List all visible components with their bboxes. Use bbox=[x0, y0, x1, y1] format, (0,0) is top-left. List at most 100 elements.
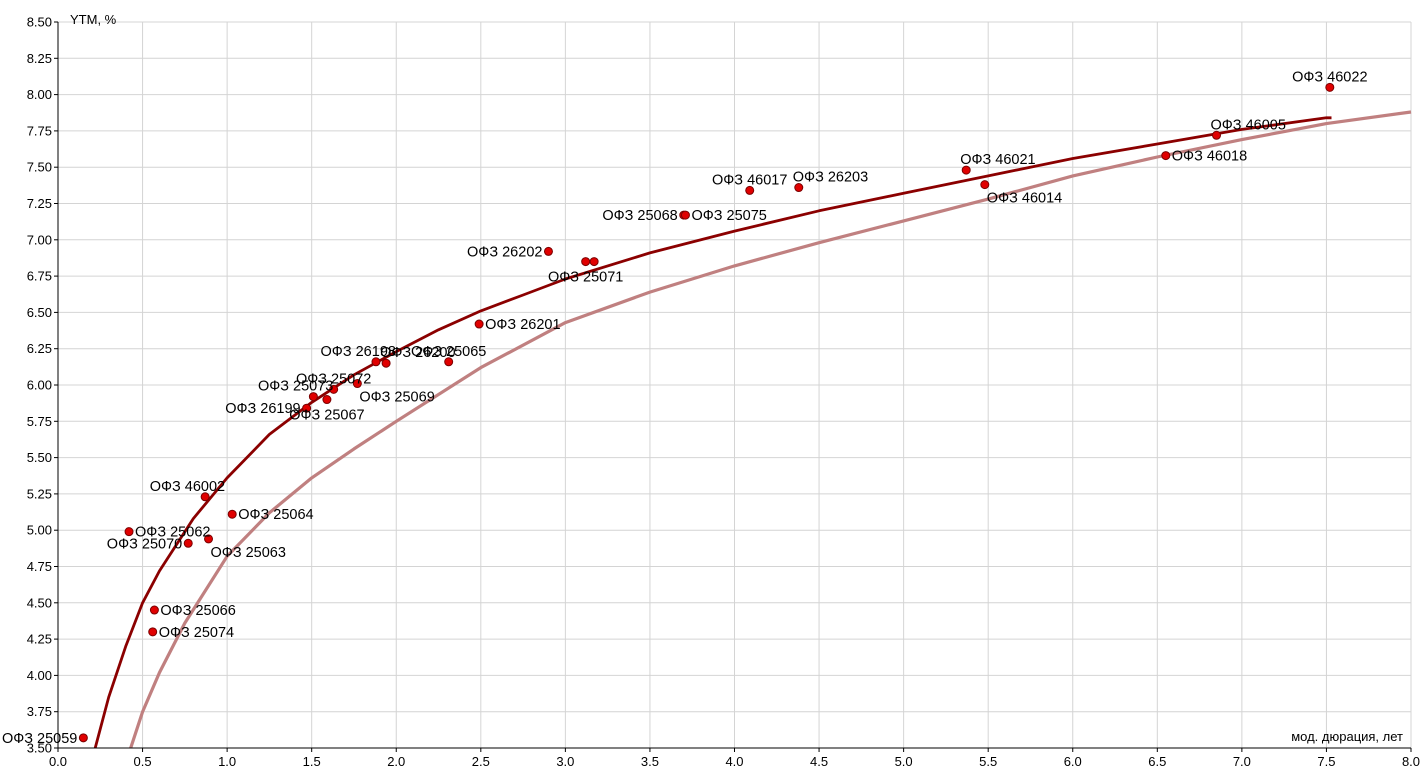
y-tick-label: 4.50 bbox=[27, 595, 52, 610]
x-tick-label: 2.5 bbox=[472, 754, 490, 769]
bond-label: ОФЗ 25064 bbox=[238, 507, 313, 523]
y-tick-label: 4.00 bbox=[27, 668, 52, 683]
x-tick-label: 5.5 bbox=[979, 754, 997, 769]
x-tick-label: 3.5 bbox=[641, 754, 659, 769]
axes: 0.0 0.5 1.0 1.5 2.0 2.5 3.0 3.5 4.0 4.5 5.0 5.5 6.0 6… bbox=[27, 15, 1420, 770]
bond-point bbox=[329, 384, 339, 394]
x-tick-label: 4.0 bbox=[725, 754, 743, 769]
y-tick-label: 5.75 bbox=[27, 414, 52, 429]
bond-point bbox=[589, 257, 599, 267]
y-tick-label: 6.75 bbox=[27, 269, 52, 284]
bond-point bbox=[308, 392, 318, 402]
bond-label: ОФЗ 46014 bbox=[987, 191, 1062, 207]
x-tick-label: 7.0 bbox=[1233, 754, 1251, 769]
bond-label: ОФЗ 46002 bbox=[150, 479, 225, 495]
y-tick-label: 7.50 bbox=[27, 160, 52, 175]
bond-point bbox=[322, 395, 332, 405]
y-tick-label: 7.00 bbox=[27, 232, 52, 247]
bond-label: ОФЗ 25069 bbox=[359, 390, 434, 406]
bond-label: ОФЗ 25059 bbox=[2, 731, 77, 747]
y-tick-label: 5.25 bbox=[27, 486, 52, 501]
bond-point bbox=[680, 210, 690, 220]
bond-point bbox=[961, 165, 971, 175]
y-axis-title: YTM, % bbox=[70, 12, 117, 27]
bond-point bbox=[148, 627, 158, 637]
bond-label: ОФЗ 25070 bbox=[107, 536, 182, 552]
y-tick-label: 7.75 bbox=[27, 123, 52, 138]
x-tick-label: 1.0 bbox=[218, 754, 236, 769]
y-tick-label: 8.25 bbox=[27, 51, 52, 66]
bond-point bbox=[1325, 82, 1335, 92]
x-tick-label: 2.0 bbox=[387, 754, 405, 769]
previous-yield-curve bbox=[129, 110, 1412, 749]
bond-point bbox=[1212, 130, 1222, 140]
bond-point bbox=[149, 605, 159, 615]
bond-label: ОФЗ 26202 bbox=[467, 244, 542, 260]
bond-label: ОФЗ 46017 bbox=[712, 172, 787, 188]
yield-curves bbox=[93, 110, 1412, 749]
y-tick-label: 5.00 bbox=[27, 523, 52, 538]
bond-point bbox=[381, 358, 391, 368]
bond-label: ОФЗ 46022 bbox=[1292, 69, 1367, 85]
y-tick-label: 4.25 bbox=[27, 632, 52, 647]
y-tick-label: 5.50 bbox=[27, 450, 52, 465]
current-yield-curve bbox=[93, 116, 1332, 749]
x-tick-label: 4.5 bbox=[810, 754, 828, 769]
bond-point bbox=[794, 183, 804, 193]
bond-label: ОФЗ 46018 bbox=[1172, 149, 1247, 165]
bond-point bbox=[980, 180, 990, 190]
bond-point bbox=[204, 534, 214, 544]
bond-point bbox=[581, 257, 591, 267]
bond-point bbox=[371, 357, 381, 367]
bond-point bbox=[78, 733, 88, 743]
x-tick-label: 0.0 bbox=[49, 754, 67, 769]
y-tick-label: 8.50 bbox=[27, 15, 52, 30]
bond-label: ОФЗ 25066 bbox=[160, 603, 235, 619]
bond-point bbox=[444, 357, 454, 367]
bond-label: ОФЗ 25073 bbox=[258, 379, 333, 395]
bond-label: ОФЗ 26200 bbox=[380, 345, 455, 361]
bond-label: ОФЗ 25067 bbox=[289, 408, 364, 424]
x-tick-label: 3.0 bbox=[556, 754, 574, 769]
bond-label: ОФЗ 25063 bbox=[211, 545, 286, 561]
x-tick-label: 8.0 bbox=[1402, 754, 1420, 769]
y-tick-label: 6.25 bbox=[27, 341, 52, 356]
y-tick-label: 6.00 bbox=[27, 378, 52, 393]
bond-point bbox=[474, 319, 484, 329]
y-tick-label: 3.50 bbox=[27, 741, 52, 756]
x-tick-label: 7.5 bbox=[1317, 754, 1335, 769]
bond-point bbox=[745, 185, 755, 195]
bond-point bbox=[352, 379, 362, 389]
bond-label: ОФЗ 46005 bbox=[1211, 117, 1286, 133]
y-tick-label: 3.75 bbox=[27, 704, 52, 719]
x-tick-label: 1.5 bbox=[303, 754, 321, 769]
bond-point bbox=[1161, 151, 1171, 161]
bond-label: ОФЗ 25071 bbox=[548, 270, 623, 286]
x-tick-label: 0.5 bbox=[134, 754, 152, 769]
bond-point bbox=[302, 403, 312, 413]
bond-point bbox=[543, 246, 553, 256]
bond-label: ОФЗ 26203 bbox=[793, 170, 868, 186]
bond-points bbox=[78, 82, 1335, 743]
bond-point bbox=[183, 538, 193, 548]
bond-label: ОФЗ 25062 bbox=[135, 525, 210, 541]
x-tick-label: 6.0 bbox=[1064, 754, 1082, 769]
bond-label: ОФЗ 25074 bbox=[159, 625, 234, 641]
bond-point bbox=[200, 492, 210, 502]
x-axis-title: мод. дюрация, лет bbox=[1291, 729, 1403, 744]
y-tick-label: 8.00 bbox=[27, 87, 52, 102]
bond-label: ОФЗ 25072 bbox=[296, 371, 371, 387]
y-tick-label: 6.50 bbox=[27, 305, 52, 320]
bond-label: ОФЗ 26198 bbox=[321, 344, 396, 360]
y-tick-label: 4.75 bbox=[27, 559, 52, 574]
bond-label: ОФЗ 25068 bbox=[602, 208, 677, 224]
bond-label: ОФЗ 26199 bbox=[225, 401, 300, 417]
bond-label: ОФЗ 46021 bbox=[960, 152, 1035, 168]
bond-label: ОФЗ 26201 bbox=[485, 317, 560, 333]
y-tick-label: 7.25 bbox=[27, 196, 52, 211]
bond-label: ОФЗ 25075 bbox=[691, 208, 766, 224]
x-tick-label: 6.5 bbox=[1148, 754, 1166, 769]
bond-point bbox=[227, 509, 237, 519]
